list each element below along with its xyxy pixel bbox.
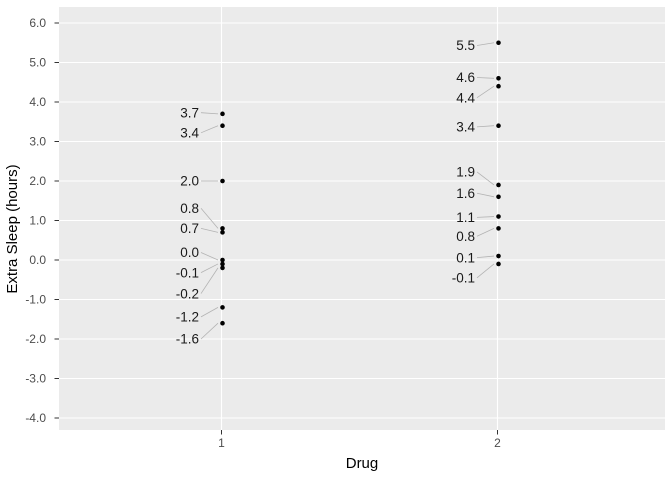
data-point-label: 0.0 bbox=[180, 245, 199, 260]
data-point-label: 1.6 bbox=[456, 186, 475, 201]
label-leader-line bbox=[476, 171, 495, 186]
y-tick-label: 2.0 bbox=[29, 174, 46, 188]
data-point-label: 5.5 bbox=[456, 38, 475, 53]
label-leader-line bbox=[200, 228, 219, 233]
label-leader-line bbox=[476, 77, 495, 79]
y-tick-label: 1.0 bbox=[29, 214, 46, 228]
x-tick-label: 2 bbox=[494, 436, 501, 450]
y-tick-label: 6.0 bbox=[29, 16, 46, 30]
data-point bbox=[220, 320, 225, 326]
data-point bbox=[496, 123, 501, 128]
x-tick-label: 1 bbox=[218, 436, 225, 450]
label-leader-line bbox=[476, 42, 495, 46]
y-tick-label: 0.0 bbox=[29, 253, 46, 267]
label-leader-line bbox=[200, 322, 219, 340]
data-point bbox=[496, 83, 501, 89]
label-leader-line bbox=[476, 216, 495, 218]
label-leader-line bbox=[200, 263, 219, 273]
label-leader-line bbox=[476, 125, 495, 128]
data-point-label: -1.6 bbox=[176, 332, 199, 347]
data-point-label: 0.1 bbox=[456, 250, 475, 265]
data-point bbox=[496, 76, 501, 81]
label-leader-line bbox=[200, 252, 219, 261]
data-point-label: 2.0 bbox=[180, 174, 199, 189]
x-axis-title: Drug bbox=[346, 455, 379, 472]
label-leader-line bbox=[200, 112, 219, 115]
data-point-label: 0.8 bbox=[180, 201, 199, 216]
y-tick-label: -3.0 bbox=[25, 372, 46, 386]
data-point bbox=[220, 178, 225, 184]
label-leader-line bbox=[200, 267, 219, 294]
data-point bbox=[220, 230, 225, 235]
data-point-label: 3.4 bbox=[456, 120, 475, 135]
label-leader-line bbox=[200, 307, 219, 318]
data-point-label: -0.1 bbox=[452, 270, 475, 285]
data-point-label: -0.2 bbox=[176, 286, 199, 301]
data-point bbox=[496, 214, 501, 219]
data-point bbox=[496, 40, 501, 46]
y-tick-label: 4.0 bbox=[29, 95, 46, 109]
data-point-label: 1.1 bbox=[456, 210, 475, 225]
label-leader-line bbox=[476, 85, 495, 98]
data-point bbox=[496, 182, 501, 188]
data-point bbox=[220, 265, 225, 271]
plot-panel-background bbox=[59, 7, 665, 430]
data-point bbox=[220, 111, 225, 117]
data-point bbox=[220, 123, 225, 128]
data-point bbox=[220, 257, 225, 263]
data-point-label: 0.8 bbox=[456, 229, 475, 244]
data-point-label: 4.4 bbox=[456, 90, 475, 105]
label-leader-line bbox=[476, 263, 495, 279]
label-leader-line bbox=[200, 125, 219, 134]
data-point bbox=[496, 261, 501, 267]
data-point-label: 3.7 bbox=[180, 105, 199, 120]
data-point bbox=[220, 226, 225, 231]
y-tick-label: 3.0 bbox=[29, 135, 46, 149]
y-tick-label: -1.0 bbox=[25, 293, 46, 307]
data-point-label: -1.2 bbox=[176, 310, 199, 325]
data-point bbox=[496, 226, 501, 231]
label-leader-line bbox=[476, 192, 495, 198]
axis-tick-layer: 6.0 5.0 4.0 3.0 2.0 1.0 0.0 -1.0 -2.0 -3.0 -4.0 1 2 bbox=[25, 16, 501, 450]
data-point bbox=[220, 305, 225, 310]
data-point-label: -0.1 bbox=[176, 265, 199, 280]
data-point bbox=[496, 253, 501, 259]
y-axis-title: Extra Sleep (hours) bbox=[4, 164, 21, 293]
data-point-label: 0.7 bbox=[180, 221, 199, 236]
data-series-layer: 3.7 3.4 2.0 0.8 0.7 0.0 -0.1 -0.2 -1.2 -1.6 5.5 4.6… bbox=[176, 38, 501, 347]
label-leader-line bbox=[476, 228, 495, 237]
data-point-label: 1.9 bbox=[456, 165, 475, 180]
data-point-label: 4.6 bbox=[456, 70, 475, 85]
data-point bbox=[220, 261, 225, 267]
y-tick-label: 5.0 bbox=[29, 56, 46, 70]
data-point bbox=[496, 194, 501, 200]
label-leader-line bbox=[200, 207, 219, 229]
label-leader-line bbox=[476, 255, 495, 259]
y-tick-label: -4.0 bbox=[25, 411, 46, 425]
data-point-label: 3.4 bbox=[180, 126, 199, 141]
y-tick-label: -2.0 bbox=[25, 332, 46, 346]
